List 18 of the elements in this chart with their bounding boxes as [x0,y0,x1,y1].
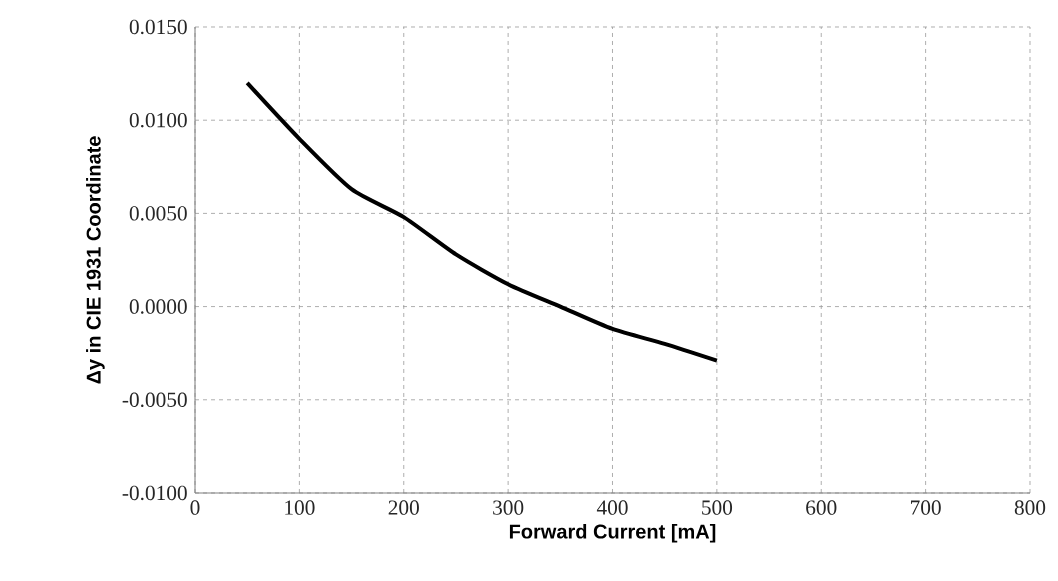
x-tick-label: 800 [1014,500,1046,515]
x-tick-label: 500 [702,500,733,515]
line-series [245,80,719,363]
x-tick-label: 0 [190,500,200,515]
x-tick-label: 100 [285,500,315,515]
x-axis-title: Forward Current [mA] [509,523,716,543]
x-tick-label: 700 [911,500,941,515]
y-tick-label: 0.0050 [129,206,187,221]
y-axis-title: Δy in CIE 1931 Coordinate [86,136,105,384]
y-tick-label: -0.0050 [122,392,187,408]
x-tick-label: 300 [493,500,524,515]
y-tick-label: 0.0150 [129,19,187,35]
x-tick-label: 200 [388,500,419,515]
y-tick-label: 0.0100 [129,112,187,128]
x-tick-label: 400 [596,500,628,515]
x-tick-label: 600 [806,500,837,515]
y-tick-label: 0.0000 [129,299,187,314]
y-tick-label: -0.0100 [122,485,187,501]
